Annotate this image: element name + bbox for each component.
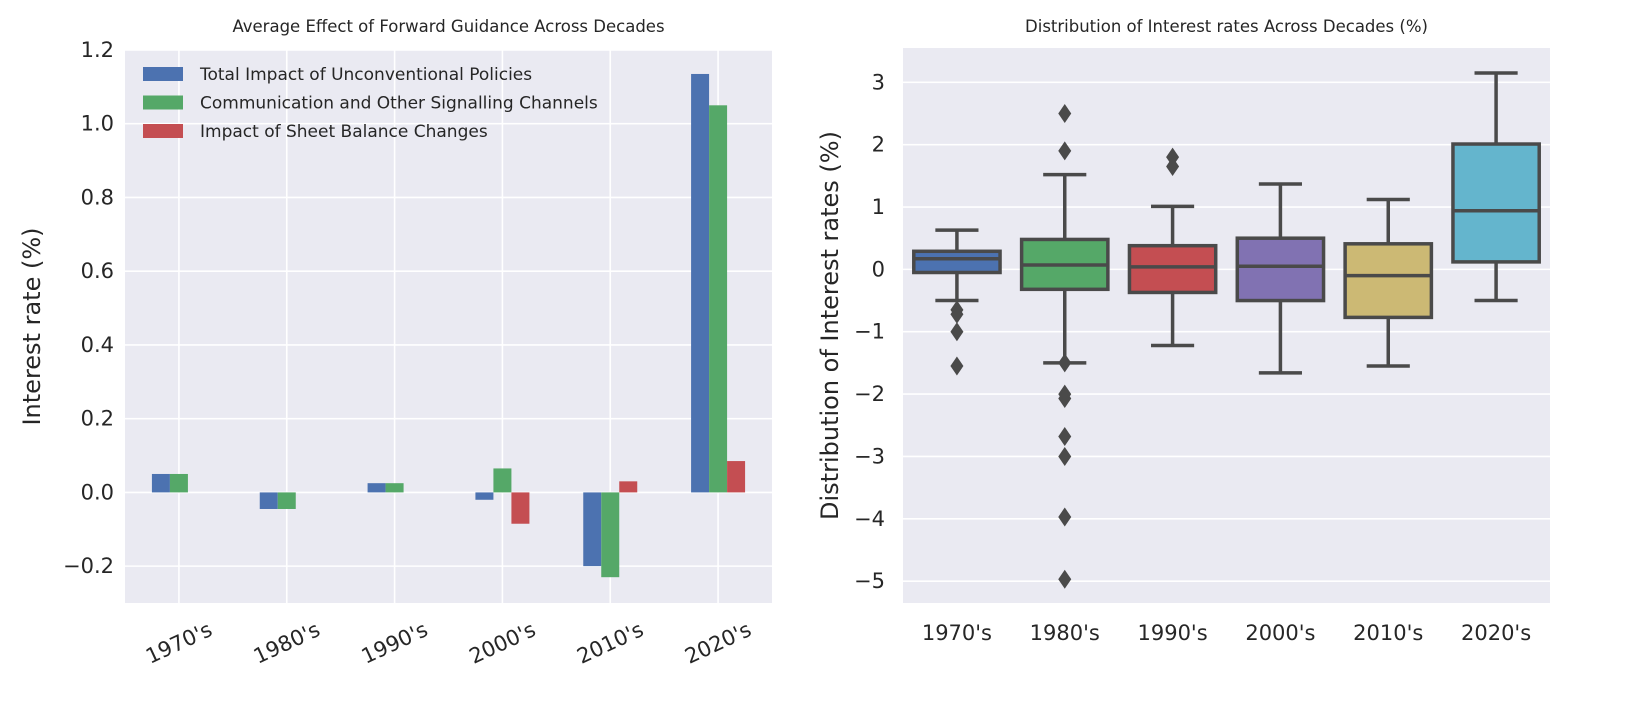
bar-chart-bars — [151, 73, 746, 578]
bar — [277, 492, 296, 509]
bar — [259, 492, 278, 509]
y-tick-label: −3 — [854, 444, 885, 468]
legend-label: Total Impact of Unconventional Policies — [199, 65, 532, 85]
outlier-point — [1058, 507, 1072, 527]
box-chart-boxes — [912, 71, 1541, 589]
bar — [151, 473, 170, 493]
y-tick-label: 0.4 — [81, 333, 114, 357]
bar-chart-y-ticks: −0.2 0.0 0.2 0.4 0.6 0.8 1.0 1.2 — [63, 38, 114, 578]
outlier-point — [1058, 388, 1072, 408]
outlier-point — [1058, 427, 1072, 446]
bar — [385, 483, 404, 493]
y-tick-label: 0.8 — [81, 185, 114, 209]
bar — [727, 461, 746, 493]
box-chart-x-ticks: 1970's 1980's 1990's 2000's 2010's 2020's — [922, 621, 1531, 645]
x-tick-label: 1990's — [358, 617, 432, 668]
x-tick-label: 2020's — [1461, 621, 1531, 645]
bar-chart-y-axis-label: Interest rate (%) — [18, 227, 46, 425]
outlier-point — [1058, 569, 1072, 589]
box-chart-plot-area — [903, 48, 1550, 603]
outlier-point — [950, 356, 964, 376]
outlier-point — [1166, 156, 1180, 176]
bar-chart: −0.20.00.20.40.60.81.01.2 1970's 1980's 19… — [18, 17, 772, 669]
bar — [583, 492, 602, 567]
box — [912, 249, 1002, 275]
legend-label: Impact of Sheet Balance Changes — [200, 122, 488, 142]
x-tick-label: 2010's — [573, 617, 647, 668]
x-tick-label: 1970's — [922, 621, 992, 645]
y-tick-label: −2 — [854, 382, 885, 406]
box — [1235, 236, 1326, 303]
bar — [475, 492, 494, 500]
y-tick-label: −5 — [854, 569, 885, 593]
y-tick-label: 1.0 — [81, 112, 114, 136]
y-tick-label: −0.2 — [63, 554, 114, 578]
x-tick-label: 2010's — [1353, 621, 1423, 645]
bar — [601, 492, 620, 578]
bar-chart-x-ticks: 1970's 1980's 1990's 2000's 2010's 2020's — [142, 617, 755, 668]
bar — [511, 492, 530, 524]
legend-swatch — [143, 67, 183, 81]
bar — [367, 483, 386, 493]
bar — [493, 468, 512, 493]
bar-chart-legend: Total Impact of Unconventional Policies C… — [143, 65, 598, 142]
bar — [619, 481, 638, 493]
y-tick-label: 0 — [872, 257, 885, 281]
y-tick-label: −1 — [854, 320, 885, 344]
bar-chart-title: Average Effect of Forward Guidance Acros… — [232, 17, 664, 36]
y-tick-label: 1.2 — [81, 38, 114, 62]
y-tick-label: 3 — [872, 70, 885, 94]
box-chart-y-ticks: −5 −4 −3 −2 −1 0 1 2 3 — [854, 70, 885, 593]
box-chart-title: Distribution of Interest rates Across De… — [1025, 17, 1428, 36]
legend-swatch — [143, 124, 183, 138]
bar — [169, 473, 188, 493]
box — [1127, 243, 1218, 295]
y-tick-label: 0.6 — [81, 259, 114, 283]
legend-swatch — [143, 95, 183, 110]
outlier-point — [1058, 141, 1072, 161]
y-tick-label: 0.2 — [81, 407, 114, 431]
outlier-point — [1058, 446, 1072, 466]
x-tick-label: 1980's — [250, 617, 324, 668]
outlier-point — [950, 322, 964, 342]
x-tick-label: 1980's — [1030, 621, 1100, 645]
y-tick-label: 1 — [872, 195, 885, 219]
bar — [709, 105, 728, 493]
x-tick-label: 2000's — [1245, 621, 1315, 645]
box — [1343, 242, 1434, 320]
legend-label: Communication and Other Signalling Chann… — [200, 94, 598, 114]
outlier-point — [950, 304, 964, 324]
box-chart-y-axis-label: Distribution of Interest rates (%) — [816, 131, 844, 520]
box — [1451, 142, 1541, 264]
outlier-point — [1058, 353, 1072, 373]
x-tick-label: 2000's — [466, 617, 540, 668]
y-tick-label: −4 — [854, 507, 885, 531]
x-tick-label: 2020's — [681, 617, 755, 668]
box-chart: −5 −4 −3 −2 −1 0 1 2 3 1970's 1980's 1990's 2000's 2… — [816, 17, 1550, 645]
box-chart-grid — [903, 81, 1550, 582]
x-tick-label: 1970's — [142, 617, 216, 668]
y-tick-label: 0.0 — [81, 480, 114, 504]
bar-chart-plot-area — [125, 50, 772, 603]
outlier-point — [1058, 103, 1072, 123]
bar — [691, 73, 710, 493]
y-tick-label: 2 — [872, 133, 885, 157]
x-tick-label: 1990's — [1137, 621, 1207, 645]
